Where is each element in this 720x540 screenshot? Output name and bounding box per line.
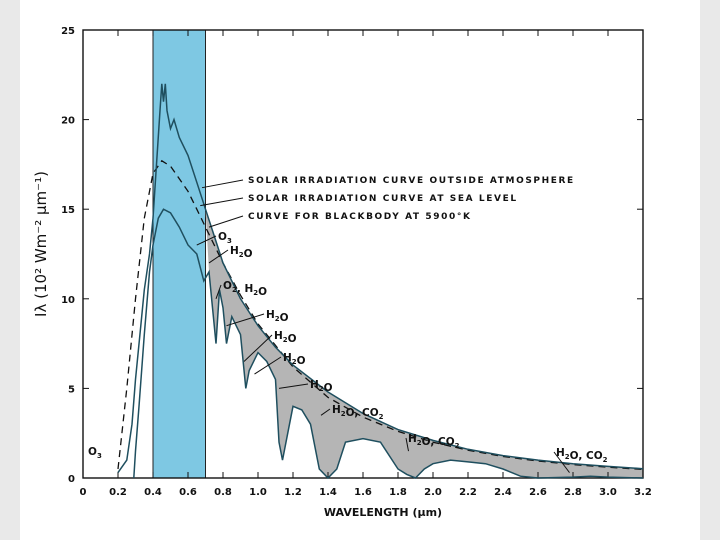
absorption-label-subscript: 2 — [239, 251, 244, 259]
x-tick-label: 0.2 — [109, 487, 127, 498]
figure-frame — [20, 0, 700, 540]
absorption-label-subscript: 2 — [603, 456, 608, 464]
absorption-label-text: H — [274, 330, 283, 342]
absorption-label-text: O — [258, 286, 267, 298]
absorption-leader-line — [278, 383, 309, 389]
absorption-label: H2O, CO2 — [408, 433, 460, 450]
absorption-label-subscript: 2 — [232, 286, 237, 294]
absorption-label-subscript: 3 — [227, 237, 232, 245]
x-tick-label: 2.6 — [529, 487, 547, 498]
x-tick-label: 1.0 — [249, 487, 267, 498]
absorption-label: O3 — [218, 231, 232, 245]
absorption-label-text: O — [223, 280, 232, 292]
absorption-label: H2O — [266, 309, 289, 324]
absorption-label-text: O — [88, 446, 97, 458]
absorption-label-subscript: 2 — [319, 385, 324, 393]
absorption-leader-line — [196, 235, 217, 246]
absorption-label-subscript: 2 — [417, 439, 422, 447]
x-tick-label: 3.0 — [599, 487, 617, 498]
y-tick-label: 10 — [61, 295, 75, 306]
y-axis-label: Iλ (10² Wm⁻² μm⁻¹) — [32, 171, 50, 317]
absorption-label-subscript: 2 — [292, 358, 297, 366]
absorption-label: H2O, CO2 — [332, 404, 384, 421]
absorption-label-subscript: 2 — [455, 442, 460, 450]
blackbody-curve — [117, 159, 644, 471]
absorption-label-text: H — [283, 352, 292, 364]
absorption-label-text: H — [408, 433, 417, 445]
absorption-label: H2O, CO2 — [556, 447, 608, 464]
absorption-label-subscript: 2 — [283, 336, 288, 344]
absorption-leader-line — [320, 408, 331, 416]
y-tick-label: 15 — [61, 205, 75, 216]
y-tick-label: 0 — [68, 474, 75, 485]
absorption-label: O2, H2O — [223, 280, 267, 298]
absorption-label-text: O, CO — [570, 450, 603, 462]
absorption-label-text: H — [230, 245, 239, 257]
legend-annotation: CURVE FOR BLACKBODY AT 5900°K — [248, 212, 472, 222]
x-tick-label: 0.6 — [179, 487, 197, 498]
absorption-leader-line — [226, 313, 265, 327]
absorption-label: O3 — [88, 446, 102, 460]
y-tick-label: 5 — [68, 384, 75, 395]
absorption-shading — [205, 209, 643, 478]
legend-leader-line — [201, 179, 244, 189]
absorption-label-text: O — [218, 231, 227, 243]
absorption-label-subscript: 2 — [565, 453, 570, 461]
x-tick-label: 2.8 — [564, 487, 582, 498]
absorption-leader-line — [405, 437, 409, 452]
absorption-label: H2O — [283, 352, 306, 367]
absorption-leader-line — [553, 451, 570, 473]
legend-annotation: SOLAR IRRADIATION CURVE AT SEA LEVEL — [248, 194, 518, 204]
absorption-label-text: O — [244, 248, 253, 260]
absorption-label-subscript: 2 — [253, 289, 258, 297]
legend-leader-line — [208, 215, 244, 228]
x-tick-label: 2.0 — [424, 487, 442, 498]
absorption-label-text: O, CO — [346, 407, 379, 419]
absorption-label-text: O, CO — [422, 436, 455, 448]
absorption-label-subscript: 2 — [379, 413, 384, 421]
absorption-label-subscript: 2 — [341, 410, 346, 418]
absorption-label: H2O — [230, 245, 253, 260]
x-tick-label: 2.4 — [494, 487, 512, 498]
absorption-label-text: H — [332, 404, 341, 416]
legend-annotation: SOLAR IRRADIATION CURVE OUTSIDE ATMOSPHE… — [248, 176, 575, 186]
absorption-label: H2O — [274, 330, 297, 345]
absorption-label-text: O — [280, 312, 289, 324]
legend-leader-line — [200, 197, 244, 207]
sea-level-curve — [133, 208, 644, 480]
y-tick-label: 20 — [61, 116, 75, 127]
x-tick-label: 0.4 — [144, 487, 162, 498]
y-tick-label: 25 — [61, 26, 75, 37]
absorption-leader-line — [243, 334, 273, 362]
absorption-label-text: H — [310, 379, 319, 391]
x-tick-label: 0 — [80, 487, 87, 498]
x-tick-label: 0.8 — [214, 487, 232, 498]
absorption-label-text: O — [324, 382, 333, 394]
absorption-leader-line — [215, 284, 222, 299]
x-tick-label: 2.2 — [459, 487, 477, 498]
x-tick-label: 1.2 — [284, 487, 302, 498]
absorption-label-text: O — [288, 333, 297, 345]
outside-atmosphere-curve — [117, 83, 644, 474]
absorption-label-subscript: 3 — [97, 452, 102, 460]
absorption-label-subscript: 2 — [275, 315, 280, 323]
absorption-label-text: , H — [237, 283, 253, 295]
absorption-leader-line — [208, 249, 229, 264]
x-axis-label: WAVELENGTH (μm) — [324, 506, 442, 519]
absorption-label-text: O — [297, 355, 306, 367]
absorption-label-text: H — [556, 447, 565, 459]
x-tick-label: 3.2 — [634, 487, 652, 498]
x-tick-label: 1.8 — [389, 487, 407, 498]
absorption-label-text: H — [266, 309, 275, 321]
x-tick-label: 1.6 — [354, 487, 372, 498]
absorption-label: H2O — [310, 379, 333, 394]
x-tick-label: 1.4 — [319, 487, 337, 498]
absorption-leader-line — [254, 356, 282, 375]
